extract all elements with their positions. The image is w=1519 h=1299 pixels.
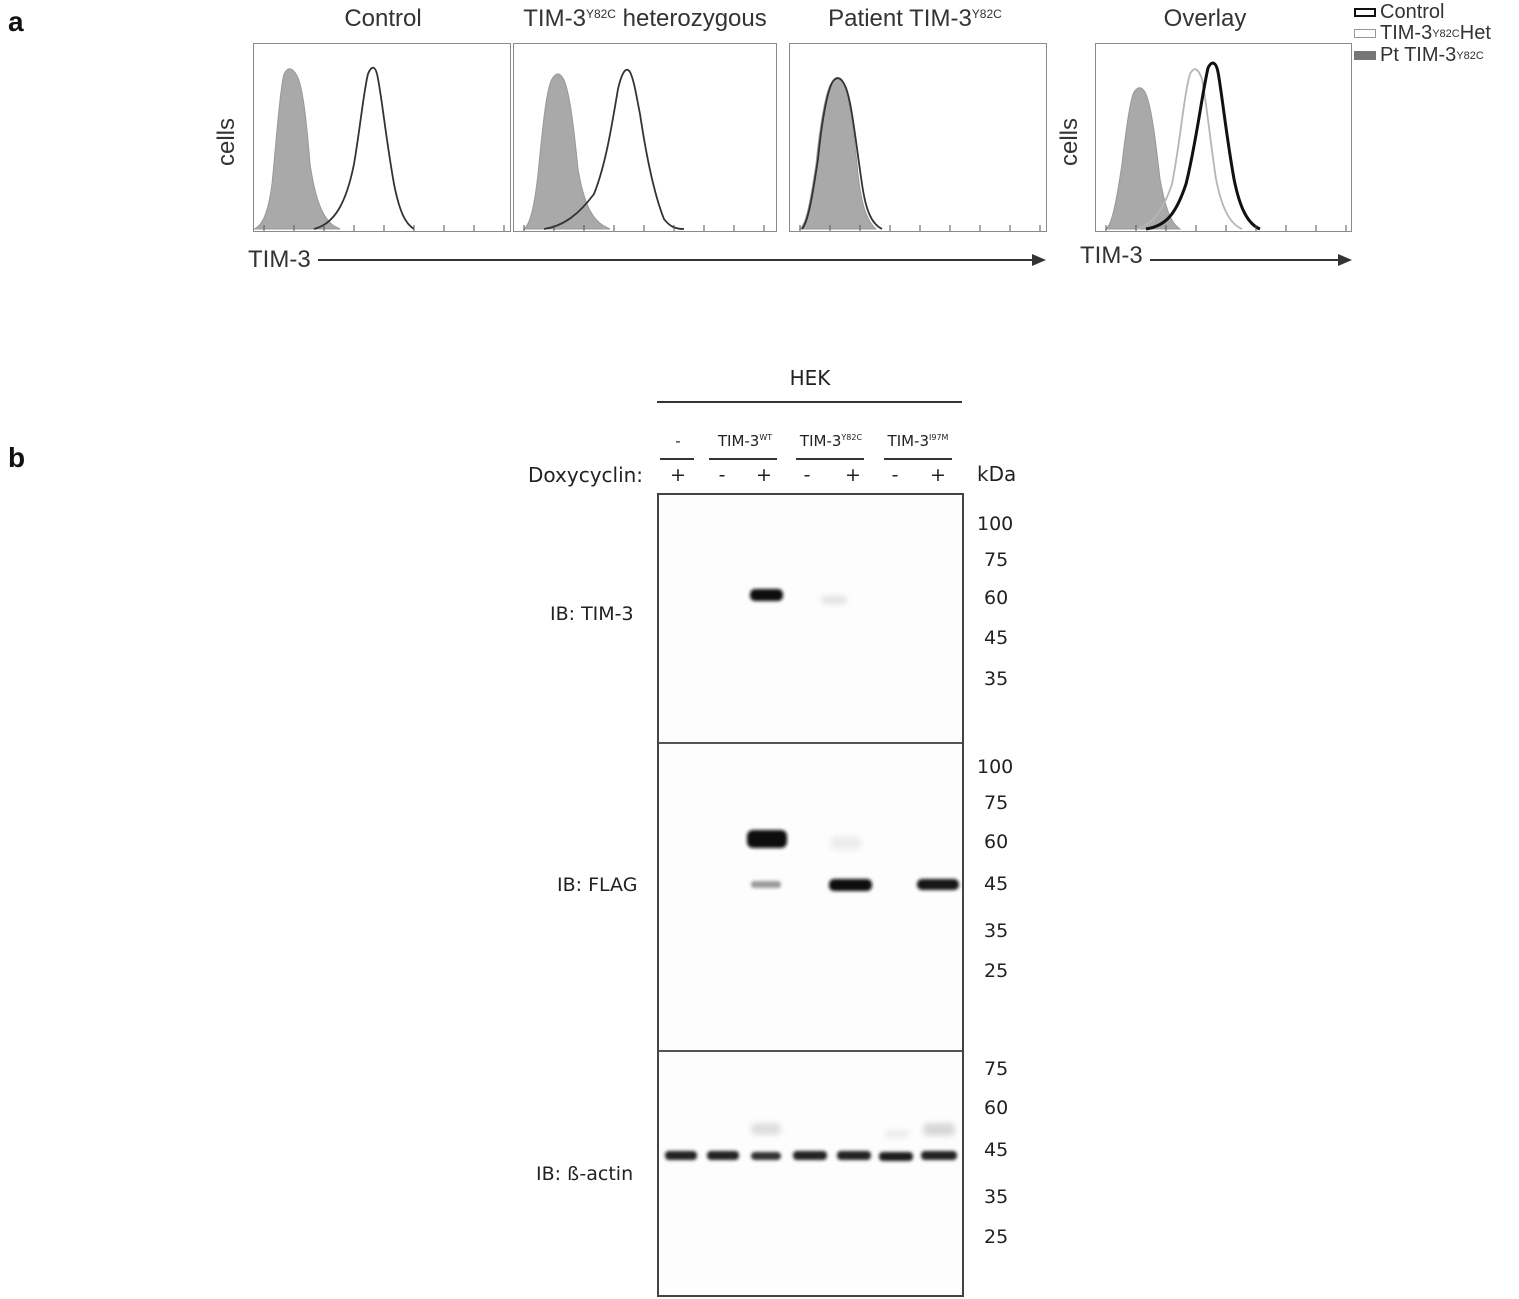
legend-item-patient: Pt TIM-3 Y82C [1354, 44, 1491, 66]
legend-swatch-gray-fill [1354, 50, 1376, 60]
band-actin-lane1 [665, 1151, 697, 1160]
histogram-patient-plot [798, 77, 1041, 231]
doxy-sign-lane5: + [845, 464, 861, 486]
legend-swatch-gray-outline [1354, 28, 1376, 38]
doxy-sign-lane2: - [718, 464, 726, 486]
overlay-legend: Control TIM-3 Y82C Het Pt TIM-3 Y82C [1354, 1, 1491, 66]
ib-label-flag: IB: FLAG [557, 874, 638, 896]
doxy-sign-lane3: + [756, 464, 772, 486]
band-actin-lane3-upper [751, 1123, 781, 1135]
x-axis-arrow-overlay [1150, 254, 1352, 266]
histogram-patient [789, 43, 1047, 232]
mw-marker: 45 [984, 1139, 1009, 1161]
control-line [1145, 61, 1261, 231]
band-flag-wt-60 [747, 830, 787, 848]
mw-marker: 45 [984, 627, 1009, 649]
x-axis-ticks [799, 225, 1041, 231]
tim3-line [543, 68, 685, 230]
band-actin-lane7-upper [923, 1123, 955, 1136]
mw-marker: 35 [984, 920, 1009, 942]
het-line [1135, 68, 1243, 230]
doxy-sign-lane1: + [670, 464, 686, 486]
band-actin-lane6-upper [885, 1130, 909, 1138]
doxy-sign-lane7: + [930, 464, 946, 486]
blot-bands [665, 589, 959, 1161]
mw-marker: 75 [984, 1058, 1009, 1080]
histogram-control [253, 43, 511, 232]
doxy-sign-lane6: - [891, 464, 899, 486]
band-actin-lane4 [793, 1151, 827, 1160]
blot-divider-1 [659, 742, 962, 744]
doxycyclin-label: Doxycyclin: [528, 463, 644, 487]
panel-b-letter: b [8, 442, 26, 473]
condition-label-y82c: TIM-3Y82C [799, 432, 863, 450]
band-tim3-wt [750, 589, 783, 601]
x-axis-ticks [523, 225, 765, 231]
hist-title-overlay: Overlay [1163, 5, 1247, 32]
band-actin-lane6 [879, 1152, 913, 1161]
band-actin-lane7 [921, 1151, 957, 1160]
condition-label-empty: - [675, 432, 681, 450]
mw-marker: 60 [984, 587, 1009, 609]
kda-label: kDa [977, 462, 1017, 486]
histogram-heterozygous [513, 43, 777, 232]
hist-title-control: Control [344, 5, 422, 32]
band-actin-lane5 [837, 1151, 871, 1160]
tim3-line [313, 66, 415, 230]
mw-marker: 25 [984, 960, 1009, 982]
mw-marker: 75 [984, 792, 1009, 814]
mw-marker: 60 [984, 831, 1009, 853]
histogram-control-plot [253, 66, 505, 231]
isotype-fill [798, 78, 878, 230]
x-axis-arrow-left [318, 254, 1046, 266]
condition-rule-empty [660, 458, 694, 460]
doxy-sign-lane4: - [803, 464, 811, 486]
band-flag-i97m-45 [917, 879, 959, 890]
histogram-overlay [1095, 43, 1352, 232]
x-axis-ticks [263, 225, 505, 231]
band-actin-lane2 [707, 1151, 739, 1160]
ib-label-tim3: IB: TIM-3 [550, 603, 634, 625]
condition-rule-y82c [796, 458, 864, 460]
mw-marker: 60 [984, 1097, 1009, 1119]
y-axis-label-cells-overlay: cells [1056, 118, 1083, 167]
blot-frame [657, 493, 964, 1297]
band-tim3-y82c-faint [821, 596, 847, 604]
hist-title-heterozygous: TIM-3Y82C heterozygous [523, 5, 767, 32]
group-header-hek: HEK [789, 366, 831, 390]
band-actin-lane3 [751, 1152, 781, 1160]
hek-rule [657, 401, 962, 403]
y-axis-label-cells-left: cells [213, 118, 240, 167]
mw-marker: 35 [984, 668, 1009, 690]
histogram-overlay-plot [1104, 61, 1347, 231]
isotype-fill [522, 73, 611, 230]
tim3-line [801, 77, 883, 230]
patient-fill [1104, 87, 1182, 230]
mw-marker: 35 [984, 1186, 1009, 1208]
x-axis-label-tim3-left: TIM-3 [248, 246, 311, 273]
legend-item-control: Control [1354, 1, 1491, 23]
condition-label-i97m: TIM-3I97M [887, 432, 949, 450]
mw-marker: 45 [984, 873, 1009, 895]
mw-marker: 100 [977, 513, 1014, 535]
histogram-heterozygous-plot [522, 68, 765, 231]
ib-label-actin: IB: ß-actin [536, 1163, 634, 1185]
band-flag-y82c-60-faint [831, 836, 861, 850]
isotype-fill [253, 68, 341, 230]
mw-marker: 100 [977, 756, 1014, 778]
hist-title-patient: Patient TIM-3Y82C [828, 5, 1002, 32]
x-axis-ticks [1105, 225, 1347, 231]
legend-swatch-black-outline [1354, 7, 1376, 17]
panel-a-letter: a [8, 6, 24, 37]
band-flag-wt-45 [751, 881, 781, 888]
mw-marker: 75 [984, 549, 1009, 571]
band-flag-y82c-45 [829, 879, 872, 891]
condition-label-wt: TIM-3WT [717, 432, 773, 450]
blot-divider-2 [659, 1050, 962, 1052]
legend-item-het: TIM-3 Y82C Het [1354, 22, 1491, 44]
condition-rule-wt [709, 458, 777, 460]
mw-marker: 25 [984, 1226, 1009, 1248]
condition-rule-i97m [884, 458, 952, 460]
x-axis-label-tim3-overlay: TIM-3 [1080, 242, 1143, 269]
